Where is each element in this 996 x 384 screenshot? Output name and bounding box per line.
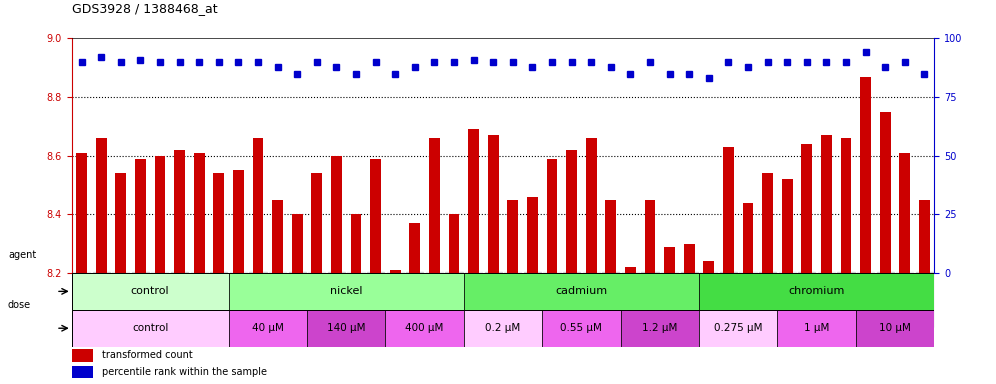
Bar — [76, 153, 87, 273]
Text: chromium: chromium — [789, 286, 845, 296]
Bar — [899, 153, 910, 273]
Bar — [448, 214, 459, 273]
Bar — [116, 173, 126, 273]
Bar — [488, 135, 499, 273]
Bar — [743, 203, 753, 273]
Text: 0.55 μM: 0.55 μM — [561, 323, 603, 333]
Bar — [385, 310, 464, 347]
Bar — [821, 135, 832, 273]
Bar — [542, 310, 621, 347]
Bar — [72, 349, 94, 362]
Bar — [312, 173, 322, 273]
Text: 140 μM: 140 μM — [327, 323, 366, 333]
Bar — [762, 173, 773, 273]
Bar — [464, 310, 542, 347]
Bar — [468, 129, 479, 273]
Bar — [861, 76, 872, 273]
Text: transformed count: transformed count — [102, 350, 192, 360]
Bar — [194, 153, 204, 273]
Bar — [699, 310, 778, 347]
Bar — [389, 270, 400, 273]
Bar — [331, 156, 342, 273]
Text: 10 μM: 10 μM — [879, 323, 911, 333]
Bar — [228, 273, 464, 310]
Bar — [802, 144, 812, 273]
Text: control: control — [130, 286, 169, 296]
Bar — [621, 310, 699, 347]
Text: agent: agent — [8, 250, 36, 260]
Bar — [782, 179, 793, 273]
Text: 1 μM: 1 μM — [804, 323, 830, 333]
Bar — [72, 310, 228, 347]
Bar — [703, 261, 714, 273]
Text: 40 μM: 40 μM — [252, 323, 284, 333]
Bar — [174, 150, 185, 273]
Bar — [154, 156, 165, 273]
Bar — [409, 223, 420, 273]
Bar — [606, 200, 617, 273]
Text: percentile rank within the sample: percentile rank within the sample — [102, 367, 267, 377]
Bar — [841, 138, 852, 273]
Bar — [253, 138, 263, 273]
Text: GDS3928 / 1388468_at: GDS3928 / 1388468_at — [72, 2, 217, 15]
Bar — [625, 267, 635, 273]
Bar — [213, 173, 224, 273]
Bar — [351, 214, 362, 273]
Bar — [527, 197, 538, 273]
Text: 1.2 μM: 1.2 μM — [642, 323, 677, 333]
Bar — [307, 310, 385, 347]
Bar — [233, 170, 244, 273]
Text: control: control — [131, 323, 168, 333]
Bar — [547, 159, 558, 273]
Bar — [723, 147, 734, 273]
Text: nickel: nickel — [330, 286, 363, 296]
Bar — [644, 200, 655, 273]
Bar — [566, 150, 577, 273]
Bar — [272, 200, 283, 273]
Bar — [507, 200, 518, 273]
Bar — [292, 214, 303, 273]
Text: 0.275 μM: 0.275 μM — [714, 323, 763, 333]
Bar — [72, 366, 94, 379]
Bar — [664, 247, 675, 273]
Bar — [879, 112, 890, 273]
Bar — [134, 159, 145, 273]
Bar — [919, 200, 930, 273]
Bar — [371, 159, 380, 273]
Text: 400 μM: 400 μM — [405, 323, 444, 333]
Bar — [228, 310, 307, 347]
Text: cadmium: cadmium — [556, 286, 608, 296]
Bar — [72, 273, 228, 310]
Text: 0.2 μM: 0.2 μM — [485, 323, 521, 333]
Bar — [856, 310, 934, 347]
Text: dose: dose — [8, 300, 31, 310]
Bar — [464, 273, 699, 310]
Bar — [586, 138, 597, 273]
Bar — [778, 310, 856, 347]
Bar — [699, 273, 934, 310]
Bar — [684, 243, 694, 273]
Bar — [429, 138, 440, 273]
Bar — [96, 138, 107, 273]
